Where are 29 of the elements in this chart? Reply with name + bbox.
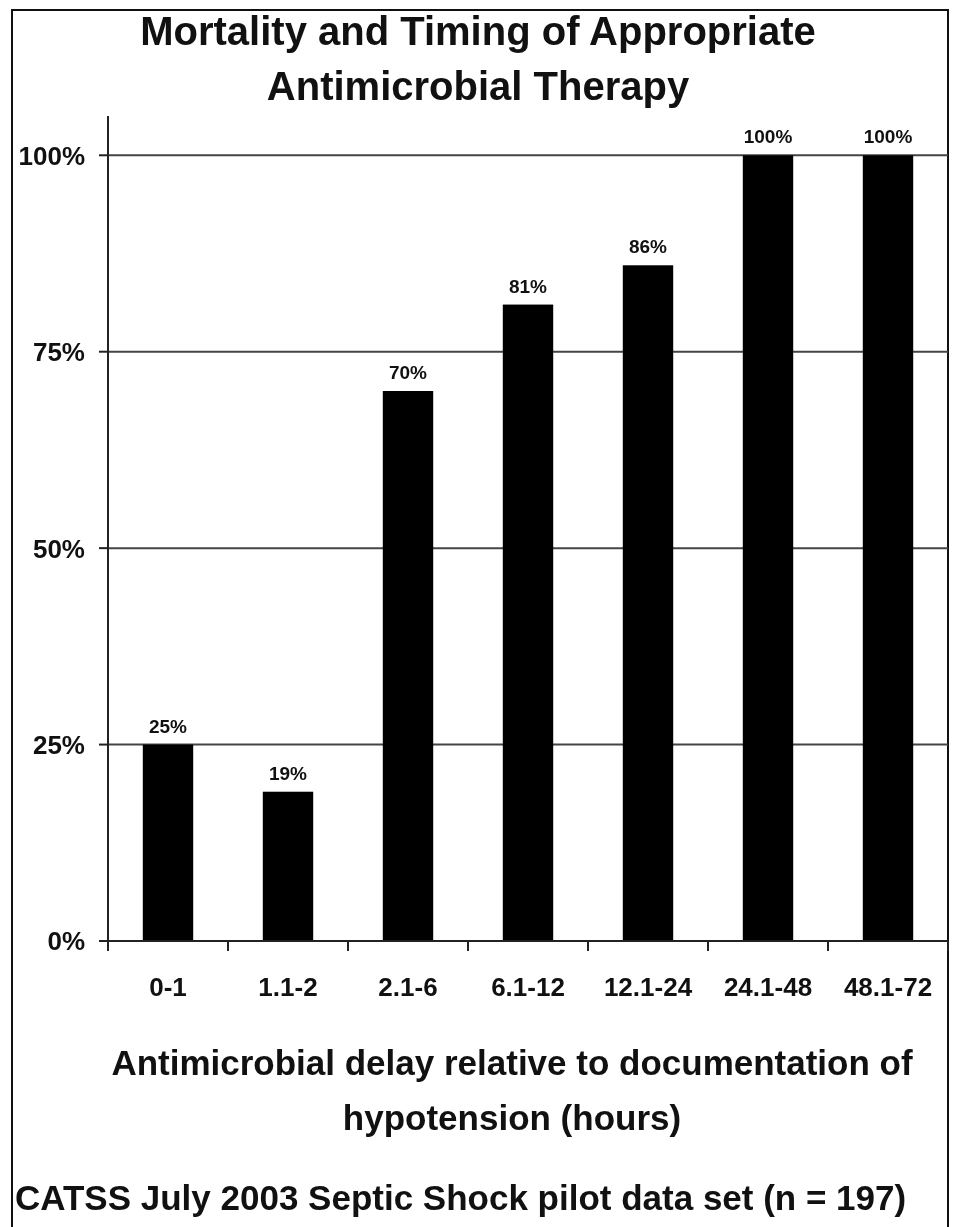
- bar: [742, 155, 794, 941]
- bar: [622, 265, 674, 941]
- y-tick-label: 0%: [47, 926, 85, 957]
- chart-title: Mortality and Timing of Appropriate Antimicrobial Therapy: [140, 9, 816, 108]
- data-label: 19%: [268, 762, 308, 784]
- data-label: 25%: [148, 715, 188, 737]
- x-tick-label: 24.1-48: [723, 972, 813, 1002]
- data-label: 70%: [388, 362, 428, 383]
- x-tick-label: 1.1-2: [258, 972, 318, 1002]
- data-label: 100%: [743, 126, 793, 148]
- data-label: 81%: [508, 275, 548, 297]
- bar: [862, 155, 914, 941]
- bar: [142, 744, 194, 941]
- y-tick-label: 100%: [18, 140, 85, 171]
- y-tick-label: 25%: [32, 729, 85, 760]
- x-tick-label: 2.1-6: [378, 972, 438, 1002]
- bar: [262, 791, 314, 941]
- x-axis-title: Antimicrobial delay relative to documentation of hypotension (hours): [111, 1043, 913, 1137]
- x-tick-label: 0-1: [149, 972, 187, 1002]
- bar: [382, 391, 434, 941]
- x-tick-label: 6.1-12: [491, 972, 565, 1002]
- y-tick-label: 75%: [32, 337, 85, 368]
- x-tick-label: 48.1-72: [843, 972, 933, 1002]
- y-tick-label: 50%: [32, 533, 85, 564]
- x-tick-label: 12.1-24: [603, 972, 693, 1002]
- bar: [502, 304, 554, 941]
- data-label: 100%: [863, 126, 913, 148]
- data-label: 86%: [628, 236, 668, 258]
- text: CATSS July 2003 Septic Shock pilot data set (n = 197): [15, 1178, 907, 1217]
